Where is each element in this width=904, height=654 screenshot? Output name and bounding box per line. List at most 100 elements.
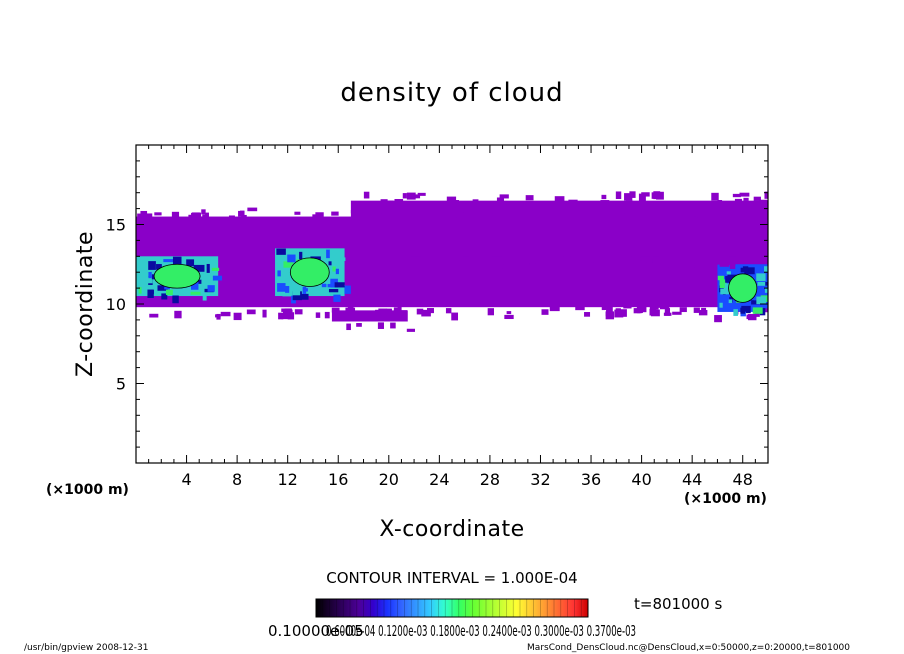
cloud-cell [278,312,284,320]
cloud-cell [394,199,404,206]
cloud-cell [739,192,750,197]
cloud-cell [697,214,703,218]
core-cell [725,276,730,283]
cloud-cell [492,256,503,260]
cloud-cell [406,328,415,332]
core-cell [340,284,346,292]
cloud-cell [636,304,643,309]
cloud-cell [693,307,700,313]
cloud-cell [174,310,182,319]
core-cell [157,285,168,291]
core-cell [287,254,296,263]
cloud-cell [338,301,349,306]
cloud-cell [560,214,571,221]
cloud-cell [457,257,463,262]
core-cell [190,281,199,290]
cloud-cell [246,309,256,315]
core-contour [728,273,758,303]
region-lower-sheet [502,264,693,304]
core-cell [285,286,290,293]
core-cell [328,261,332,266]
core-cell [340,257,346,261]
cloud-cell [641,256,650,261]
cloud-cell [356,323,362,327]
core-cell [193,264,205,272]
cloud-cell [619,257,628,265]
cloud-cell [154,212,162,216]
core-cell [282,289,293,297]
core-cell [321,283,327,288]
core-cell [149,290,154,294]
core-cell [718,292,723,302]
cloud-cell [539,213,545,221]
cloud-cell [396,208,404,215]
cloud-cell [140,210,148,215]
cloud-cell [294,309,303,315]
core-cell [172,295,179,304]
cloud-cell [380,199,388,203]
cloud-cell [515,212,523,221]
core-cell [172,256,182,265]
core-cell [277,270,281,277]
core-contour [289,257,330,287]
x-tick-label: 20 [379,470,399,489]
cloud-cell [743,197,749,201]
core-cell [740,307,746,314]
core-contour [153,263,201,289]
y-axis-label: Z-coordinate [73,231,98,377]
core-cell [723,283,730,290]
core-cell [148,272,152,279]
core-cell [186,259,195,267]
cloud-cell [614,309,624,318]
cloud-cell [345,307,356,316]
cloud-cell [451,312,459,321]
cloud-cell [637,307,642,314]
y-tick-label: 10 [106,295,126,314]
cloud-cell [378,308,388,315]
cloud-cell [486,213,493,218]
cloud-cell [664,308,671,316]
core-cell [720,288,730,295]
core-cell [332,266,336,272]
cloud-cell [220,311,231,317]
cloud-cell [544,261,555,268]
cloud-cell [575,306,585,311]
cloud-cell [537,255,542,260]
core-cell [756,273,766,282]
cloud-cell [312,214,321,220]
colorbar-ticks [322,599,582,617]
cloud-cell [527,256,538,264]
core-cell [744,267,755,275]
cloud-cell [762,208,768,214]
cloud-cell [346,323,351,331]
cloud-cell [574,263,582,269]
cloud-cell [623,305,632,309]
cloud-cell [358,215,369,222]
core-cell [757,281,768,286]
core-cell [299,251,303,260]
cloud-cell [734,198,742,204]
core-cell [752,307,763,314]
cloud-cell [145,213,153,221]
core-cell [753,292,760,301]
colorbar-labels-overlapping: 0.6000e-04 0.1200e-03 0.1800e-03 0.2400e… [326,622,636,640]
cloud-cell [506,311,512,315]
x-tick-label: 28 [480,470,500,489]
x-unit-right: (×1000 m) [684,491,767,507]
cloud-cell [717,200,723,208]
cloud-cell [375,213,381,218]
cloud-cell [216,313,221,320]
cloud-cell [652,256,660,264]
cloud-cell [672,311,682,315]
cloud-cell [627,257,634,265]
region-small-patch [331,310,408,322]
cloud-cell [456,208,464,214]
core-cell [292,291,302,301]
cloud-cell [563,256,571,265]
cloud-cell [714,259,724,265]
cloud-cell [281,314,291,320]
cloud-cell [294,211,301,215]
cloud-cell [262,309,267,318]
cloud-cell [499,194,509,199]
